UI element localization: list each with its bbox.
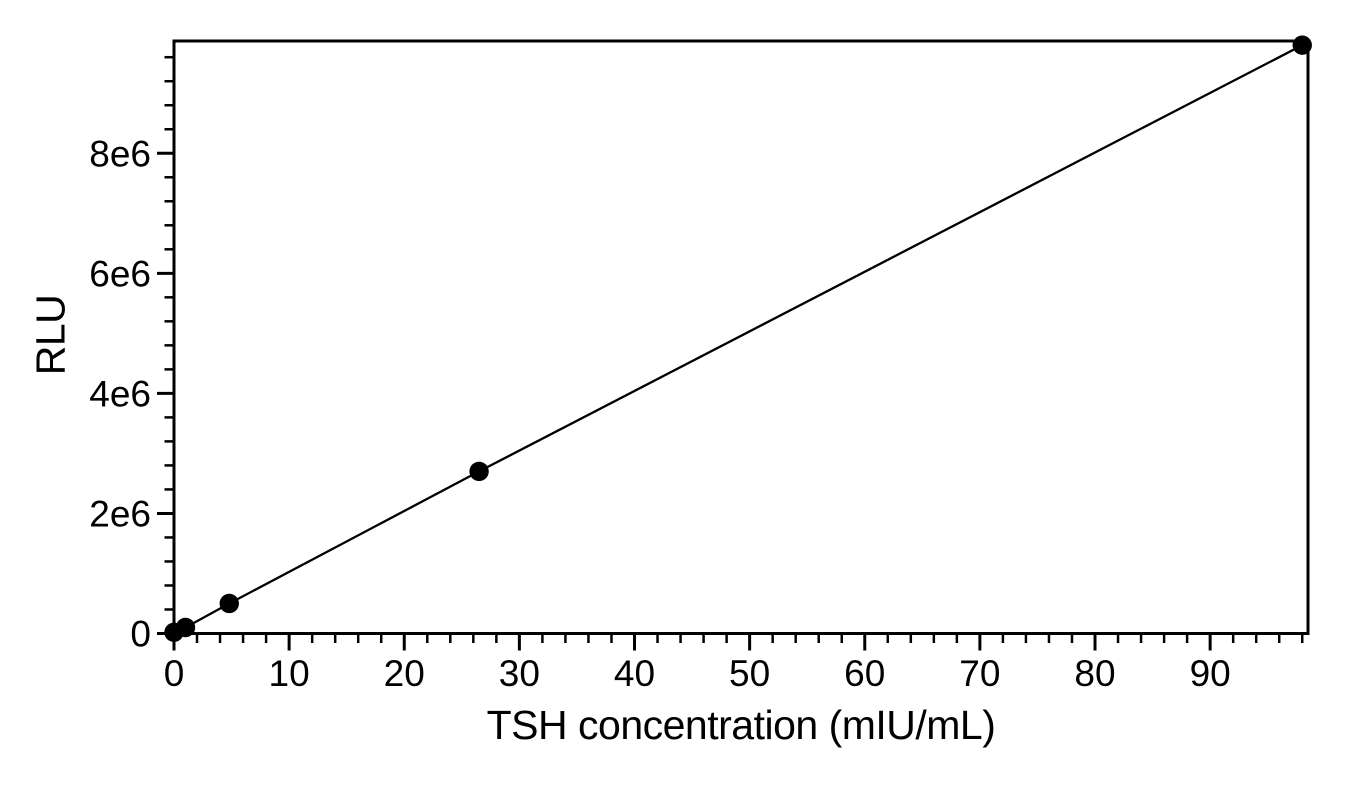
x-tick-label: 30: [499, 653, 540, 694]
x-tick-label: 60: [844, 653, 885, 694]
data-point: [1292, 35, 1312, 55]
x-tick-label: 70: [959, 653, 1000, 694]
data-point: [469, 461, 489, 482]
x-tick-label: 40: [614, 653, 655, 694]
y-tick-label: 6e6: [89, 253, 151, 294]
y-axis-label: RLU: [27, 294, 74, 376]
x-axis-label: TSH concentration (mIU/mL): [486, 702, 996, 748]
regression-line: [173, 44, 1303, 634]
y-tick-label: 8e6: [89, 133, 151, 174]
x-tick-label: 50: [729, 653, 770, 694]
y-tick-label: 4e6: [89, 373, 151, 414]
y-tick-label: 0: [130, 614, 151, 655]
x-tick-label: 80: [1074, 653, 1115, 694]
x-tick-label: 90: [1190, 653, 1231, 694]
data-point: [219, 593, 239, 614]
plot-frame: [172, 39, 1310, 635]
x-tick-label: 20: [384, 653, 425, 694]
data-point: [175, 617, 196, 638]
y-tick-label: 2e6: [89, 493, 151, 534]
x-tick-label: 10: [269, 653, 310, 694]
x-tick-label: 0: [164, 653, 185, 694]
